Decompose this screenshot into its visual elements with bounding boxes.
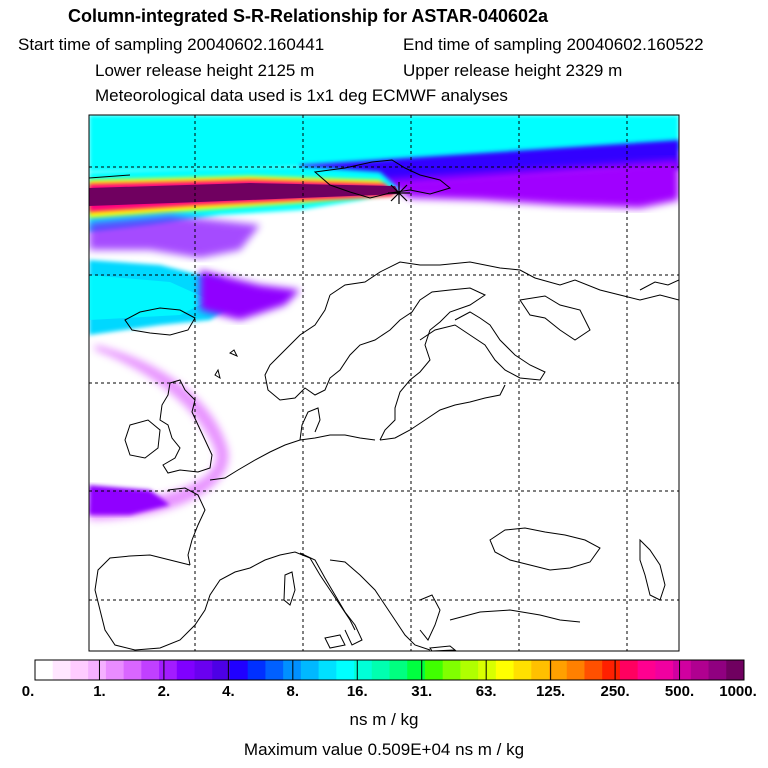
- colorbar-cell: [673, 660, 692, 680]
- colorbar-cell: [88, 660, 107, 680]
- colorbar-tick-label: 2.: [157, 683, 171, 700]
- colorbar-tick-label: 1000.: [719, 683, 757, 700]
- sensitivity-map: [88, 114, 680, 652]
- colorbar-tick-label: 31.: [411, 683, 433, 700]
- colorbar-cell: [300, 660, 320, 680]
- colorbar-cell: [549, 660, 568, 680]
- colorbar-cell: [513, 660, 532, 680]
- colorbar-cell: [495, 660, 515, 680]
- colorbar-cell: [690, 660, 710, 680]
- release-site-star-icon: [388, 182, 410, 204]
- colorbar-cell: [602, 660, 621, 680]
- colorbar-cell: [637, 660, 656, 680]
- colorbar-cell: [726, 660, 745, 680]
- colorbar-cell: [247, 660, 266, 680]
- colorbar-cell: [283, 660, 302, 680]
- colorbar-tick-label: 125.: [536, 683, 566, 700]
- colorbar-cell: [159, 660, 178, 680]
- colorbar-cell: [584, 660, 603, 680]
- colorbar-cell: [212, 660, 231, 680]
- end-time-text: End time of sampling 20040602.160522: [403, 35, 704, 54]
- colorbar-cell: [52, 660, 71, 680]
- colorbar-cell: [354, 660, 373, 680]
- colorbar-cell: [531, 660, 550, 680]
- colorbar-cell: [619, 660, 639, 680]
- colorbar-cell: [407, 660, 426, 680]
- colorbar-tick-label: 1.: [93, 683, 106, 700]
- colorbar-cell: [566, 660, 585, 680]
- colorbar-tick-label: 8.: [286, 683, 300, 700]
- colorbar-cell: [389, 660, 408, 680]
- colorbar-tick-label: 250.: [600, 683, 630, 700]
- maximum-value-text: Maximum value 0.509E+04 ns m / kg: [243, 740, 525, 759]
- colorbar-cell: [442, 660, 461, 680]
- map-frame: [88, 114, 680, 652]
- colorbar-cell: [424, 660, 444, 680]
- colorbar-cell: [229, 660, 249, 680]
- colorbar-cell: [123, 660, 142, 680]
- map-title: Column-integrated S-R-Relationship for A…: [68, 6, 549, 26]
- colorbar-cell: [194, 660, 213, 680]
- lower-height-text: Lower release height 2125 m: [95, 61, 315, 80]
- coastlines: [89, 159, 679, 651]
- colorbar-cell: [708, 660, 727, 680]
- colorbar-cell: [478, 660, 497, 680]
- colorbar-tick-label: 0.: [21, 683, 35, 700]
- colorbar: [34, 659, 745, 681]
- colorbar-tick-label: 4.: [222, 683, 235, 700]
- colorbar-cell: [141, 660, 160, 680]
- colorbar-cell: [35, 660, 54, 680]
- colorbar-tick-label: 63.: [475, 683, 497, 700]
- colorbar-cell: [70, 660, 89, 680]
- colorbar-cell: [371, 660, 390, 680]
- colorbar-cell: [265, 660, 284, 680]
- colorbar-cell: [176, 660, 196, 680]
- colorbar-tick-label: 500.: [664, 683, 695, 700]
- start-time-text: Start time of sampling 20040602.160441: [18, 35, 325, 54]
- colorbar-cell: [655, 660, 674, 680]
- lat-lon-grid: [89, 115, 679, 651]
- colorbar-units: ns m / kg: [349, 710, 419, 729]
- colorbar-cell: [336, 660, 355, 680]
- colorbar-cell: [460, 660, 479, 680]
- upper-height-text: Upper release height 2329 m: [403, 61, 623, 80]
- colorbar-cell: [318, 660, 337, 680]
- plume-field: [89, 115, 679, 520]
- colorbar-cell: [105, 660, 125, 680]
- colorbar-tick-label: 16.: [346, 683, 368, 700]
- met-data-text: Meteorological data used is 1x1 deg ECMW…: [95, 86, 508, 105]
